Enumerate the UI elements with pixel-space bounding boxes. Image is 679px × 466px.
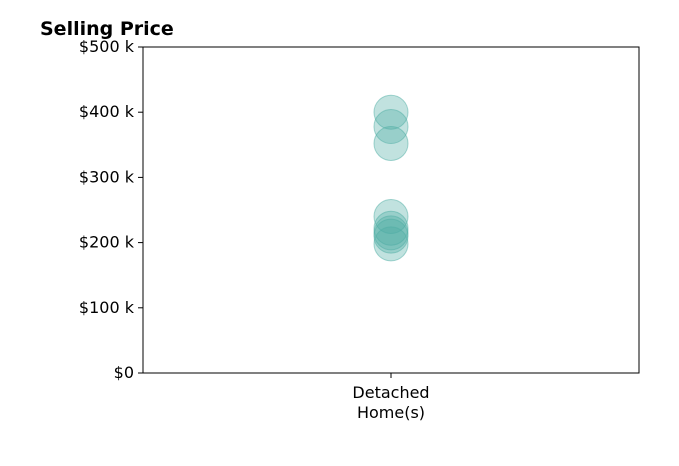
data-point <box>373 94 409 130</box>
data-point <box>373 218 409 254</box>
y-tick-label: $300 k <box>79 167 135 186</box>
y-axis: $0 $100 k $200 k $300 k $400 k $500 k <box>79 37 143 382</box>
data-point <box>373 125 409 161</box>
y-tick-label: $400 k <box>79 102 135 121</box>
data-point <box>373 210 409 246</box>
y-tick-label: $500 k <box>79 37 135 56</box>
chart-title: Selling Price <box>40 18 174 40</box>
data-point <box>373 226 409 262</box>
x-axis: Detached Home(s) <box>352 373 430 422</box>
y-tick-label: $100 k <box>79 298 135 317</box>
data-points <box>373 94 409 262</box>
x-tick-label: Detached Home(s) <box>352 383 429 422</box>
y-tick-label: $0 <box>114 363 134 382</box>
data-point <box>373 199 409 235</box>
y-tick-label: $200 k <box>79 233 135 252</box>
